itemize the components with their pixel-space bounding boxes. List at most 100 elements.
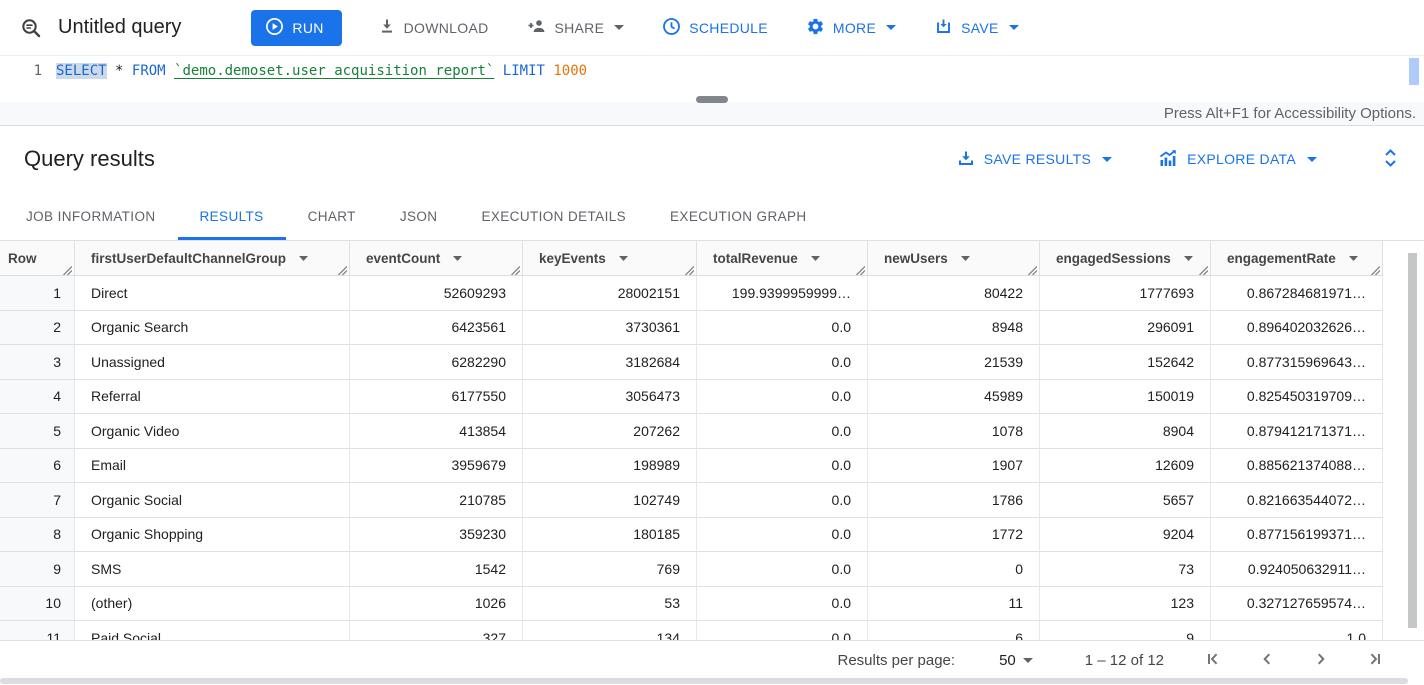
column-label: engagedSessions [1056, 250, 1171, 266]
run-button[interactable]: RUN [251, 9, 342, 46]
column-header-engagedSessions[interactable]: engagedSessions [1040, 241, 1211, 276]
last-page-icon [1366, 650, 1384, 671]
save-results-button[interactable]: SAVE RESULTS [957, 149, 1113, 170]
table-cell: 0.879412171371… [1211, 414, 1383, 449]
sort-caret-icon[interactable] [299, 255, 309, 261]
column-header-totalRevenue[interactable]: totalRevenue [697, 241, 868, 276]
table-cell: 0.867284681971… [1211, 276, 1383, 311]
first-page-button[interactable] [1204, 650, 1222, 671]
last-page-button[interactable] [1366, 650, 1384, 671]
table-cell: 0 [868, 552, 1040, 587]
column-header-firstUserDefaultChannelGroup[interactable]: firstUserDefaultChannelGroup [75, 241, 350, 276]
table-cell: 199.9399959999… [697, 276, 868, 311]
sql-number-literal: 1000 [553, 63, 588, 79]
column-label: newUsers [884, 250, 948, 266]
collapse-results-button[interactable] [1381, 147, 1400, 172]
tab-execution-graph[interactable]: EXECUTION GRAPH [648, 192, 829, 240]
table-row: 2 Organic Search 6423561 3730361 0.0 8948 2960… [0, 310, 1383, 345]
sort-caret-icon[interactable] [618, 255, 628, 261]
table-cell: 3182684 [523, 345, 697, 380]
share-button[interactable]: SHARE [527, 17, 625, 38]
row-number-cell: 4 [0, 379, 75, 414]
table-cell: Organic Social [75, 483, 350, 518]
column-header-eventCount[interactable]: eventCount [350, 241, 523, 276]
table-cell: 0.0 [697, 345, 868, 380]
column-resize-grip[interactable] [63, 266, 73, 276]
explore-data-button[interactable]: EXPLORE DATA [1158, 149, 1317, 170]
column-resize-grip[interactable] [685, 266, 695, 276]
table-cell: 413854 [350, 414, 523, 449]
table-cell: 150019 [1040, 379, 1211, 414]
column-header-newUsers[interactable]: newUsers [868, 241, 1040, 276]
sql-editor[interactable]: 1 SELECT * FROM `demo.demoset.user_acqui… [0, 56, 1424, 102]
previous-page-button[interactable] [1258, 650, 1276, 671]
schedule-icon [662, 17, 681, 39]
page-size-select[interactable]: 50 [999, 652, 1033, 669]
table-cell: 0.877315969643… [1211, 345, 1383, 380]
table-cell: 52609293 [350, 276, 523, 311]
editor-scrollbar-thumb[interactable] [1409, 58, 1419, 85]
table-row: 11 Paid Social 327 134 0.0 6 9 1.0 [0, 621, 1383, 640]
sort-caret-icon[interactable] [810, 255, 820, 261]
share-icon [527, 17, 547, 38]
column-label: keyEvents [539, 250, 606, 266]
run-icon [265, 17, 284, 39]
sort-caret-icon[interactable] [1348, 255, 1358, 261]
column-resize-grip[interactable] [511, 266, 521, 276]
column-resize-grip[interactable] [856, 266, 866, 276]
panel-resize-handle[interactable] [696, 96, 728, 103]
sql-keyword-limit: LIMIT [502, 63, 545, 79]
table-cell: Organic Shopping [75, 517, 350, 552]
table-cell: 0.0 [697, 448, 868, 483]
tab-results[interactable]: RESULTS [177, 192, 286, 240]
query-results-header: Query results SAVE RESULTS EXPLORE DATA [0, 126, 1424, 192]
table-row: 9 SMS 1542 769 0.0 0 73 0.924050632911… [0, 552, 1383, 587]
table-horizontal-scrollbar[interactable] [0, 678, 1408, 684]
tab-execution-details[interactable]: EXECUTION DETAILS [459, 192, 648, 240]
table-cell: Email [75, 448, 350, 483]
column-resize-grip[interactable] [1371, 266, 1381, 276]
table-cell: 80422 [868, 276, 1040, 311]
table-cell: 8904 [1040, 414, 1211, 449]
next-page-icon [1312, 650, 1330, 671]
sort-caret-icon[interactable] [1183, 255, 1193, 261]
table-cell: 0.0 [697, 379, 868, 414]
tab-chart[interactable]: CHART [286, 192, 378, 240]
row-number-cell: 9 [0, 552, 75, 587]
sql-table-reference[interactable]: `demo.demoset.user_acquisition_report` [174, 63, 495, 79]
query-icon [20, 17, 42, 39]
column-header-keyEvents[interactable]: keyEvents [523, 241, 697, 276]
sql-keyword-select: SELECT [56, 63, 107, 79]
row-number-cell: 7 [0, 483, 75, 518]
tab-json[interactable]: JSON [378, 192, 460, 240]
table-row: 5 Organic Video 413854 207262 0.0 1078 8904 0.8… [0, 414, 1383, 449]
next-page-button[interactable] [1312, 650, 1330, 671]
column-resize-grip[interactable] [1199, 266, 1209, 276]
column-header-Row[interactable]: Row [0, 241, 75, 276]
table-cell: 0.327127659574… [1211, 586, 1383, 621]
sort-caret-icon[interactable] [453, 255, 463, 261]
sort-caret-icon[interactable] [960, 255, 970, 261]
tab-job-information[interactable]: JOB INFORMATION [4, 192, 178, 240]
query-editor-toolbar: Untitled query RUN DOWNLOAD SHARE SCHEDU… [0, 0, 1424, 56]
table-cell: 1907 [868, 448, 1040, 483]
save-icon [934, 17, 953, 39]
column-resize-grip[interactable] [1028, 266, 1038, 276]
more-button[interactable]: MORE [806, 17, 897, 39]
table-cell: 0.885621374088… [1211, 448, 1383, 483]
schedule-button[interactable]: SCHEDULE [662, 17, 768, 39]
table-cell: Unassigned [75, 345, 350, 380]
download-button[interactable]: DOWNLOAD [378, 17, 489, 38]
column-label: firstUserDefaultChannelGroup [91, 250, 287, 266]
page-nav-buttons [1204, 650, 1384, 671]
table-cell: 0.0 [697, 552, 868, 587]
column-resize-grip[interactable] [338, 266, 348, 276]
row-number-cell: 1 [0, 276, 75, 311]
chevron-down-icon [614, 25, 625, 30]
column-header-engagementRate[interactable]: engagementRate [1211, 241, 1383, 276]
row-number-cell: 5 [0, 414, 75, 449]
table-vertical-scrollbar[interactable] [1408, 253, 1417, 628]
column-label: eventCount [366, 250, 441, 266]
chevron-down-icon [1307, 156, 1317, 162]
save-button[interactable]: SAVE [934, 17, 1019, 39]
